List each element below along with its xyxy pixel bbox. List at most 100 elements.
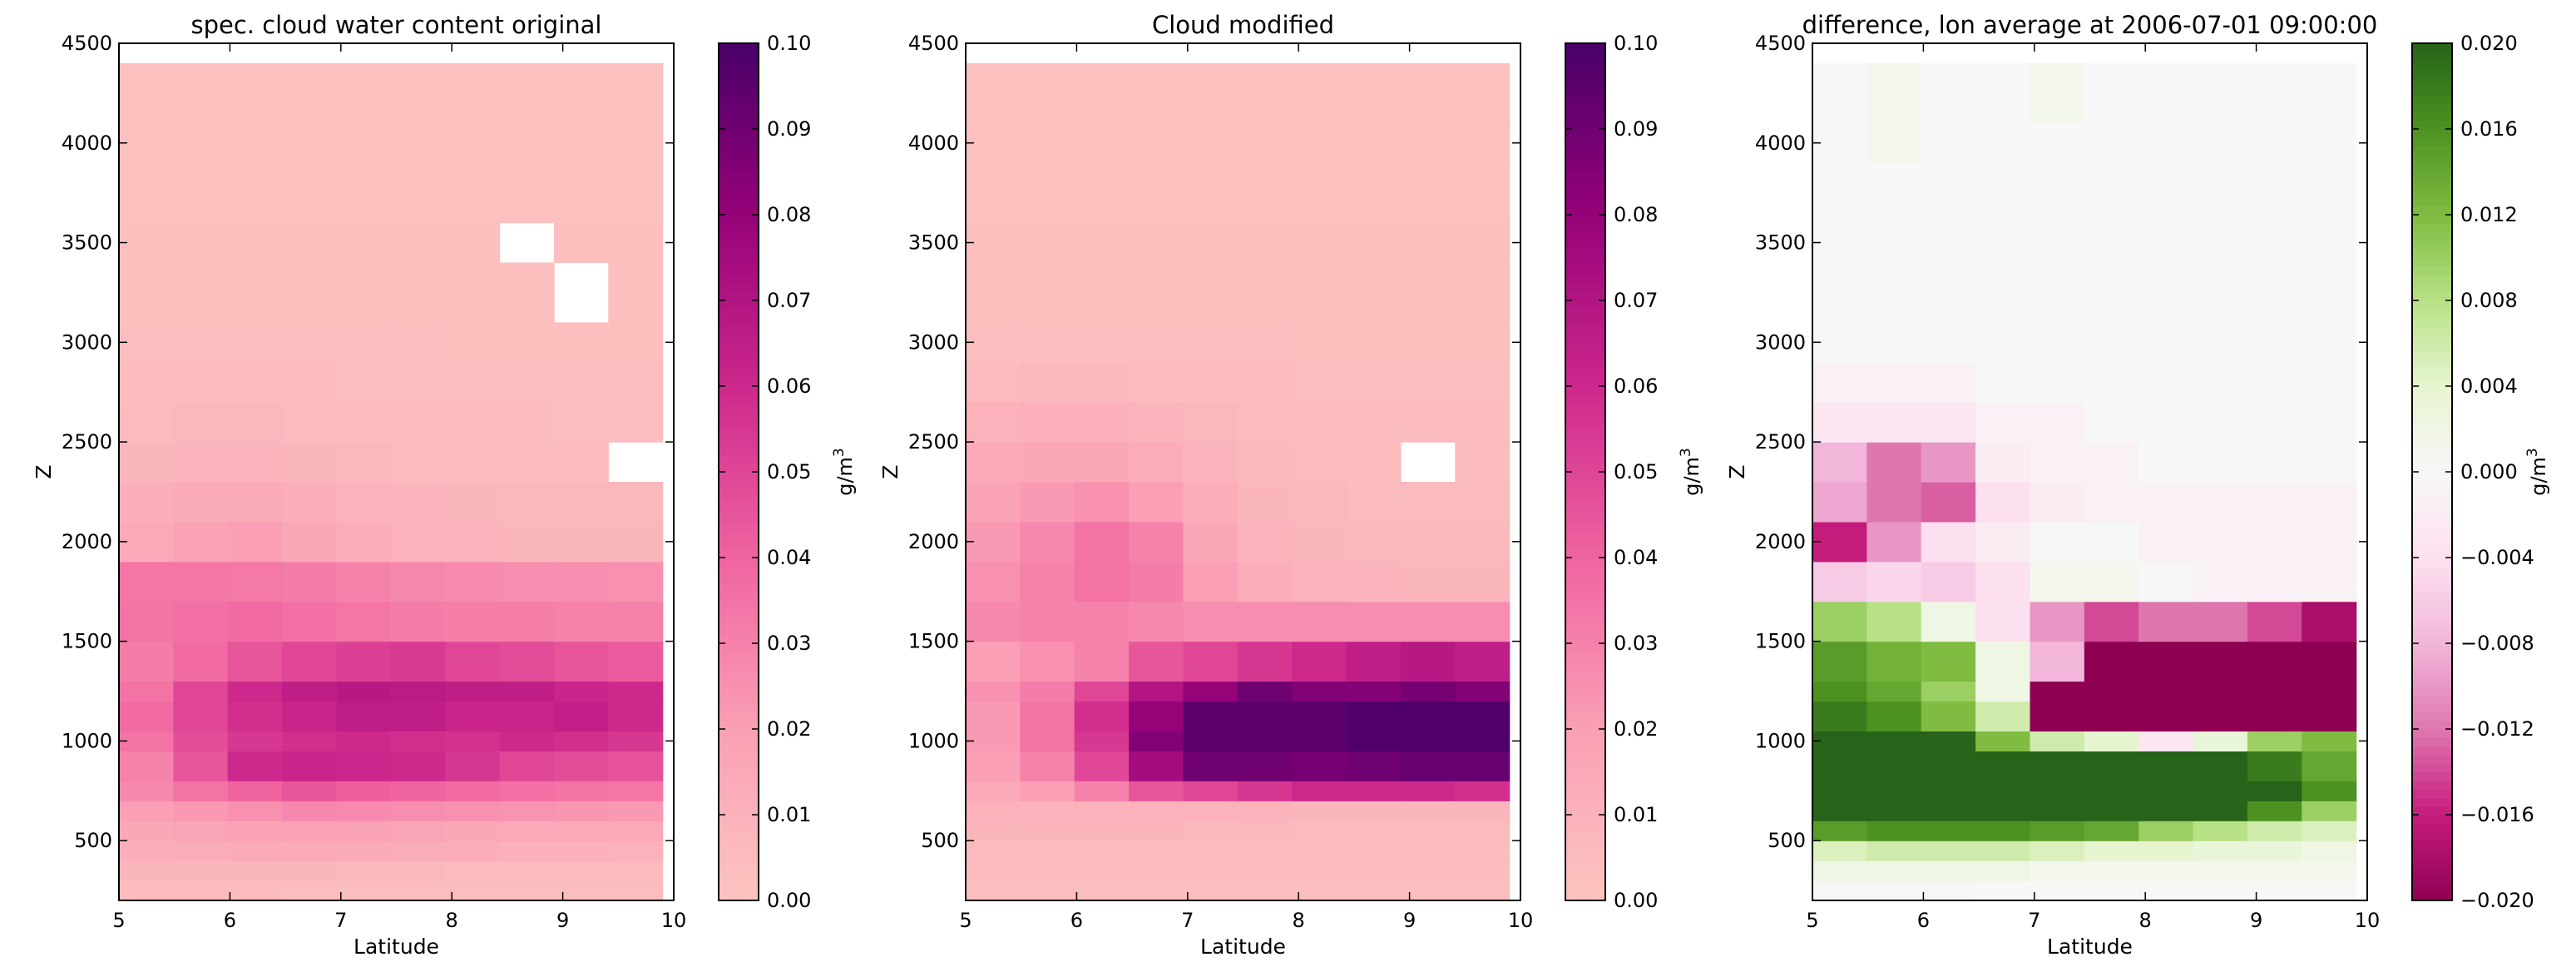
heatmap-cell xyxy=(1183,122,1239,164)
colorbar-segment xyxy=(1565,300,1605,310)
heatmap-cell xyxy=(390,262,446,323)
heatmap-cell xyxy=(173,751,229,781)
colorbar-segment xyxy=(1565,369,1605,379)
heatmap-cell xyxy=(227,521,283,563)
colorbar-segment xyxy=(719,617,759,627)
chart-title: difference, lon average at 2006-07-01 09… xyxy=(1802,11,2378,39)
heatmap-cell xyxy=(390,880,446,901)
colorbar-segment xyxy=(719,583,759,593)
heatmap-cell xyxy=(1975,122,2031,164)
heatmap-cell xyxy=(2247,601,2302,642)
heatmap-cell xyxy=(1074,322,1130,363)
colorbar-segment xyxy=(2412,849,2452,859)
y-tick-label: 1500 xyxy=(1755,630,1806,653)
colorbar-segment xyxy=(1565,275,1605,285)
heatmap-cell xyxy=(499,402,555,443)
heatmap-cell xyxy=(1129,521,1184,563)
heatmap-cell xyxy=(2302,821,2357,841)
heatmap-cell xyxy=(553,781,609,801)
heatmap-cell xyxy=(1020,681,1075,702)
heatmap-cell xyxy=(1812,681,1867,702)
y-tick-label: 4500 xyxy=(908,32,959,55)
heatmap-cell xyxy=(282,162,338,224)
colorbar-segment xyxy=(1565,112,1605,121)
heatmap-cell xyxy=(2193,641,2248,682)
heatmap-cell xyxy=(1975,63,2031,124)
heatmap-cell xyxy=(336,322,392,363)
heatmap-cell xyxy=(1975,880,2031,901)
colorbar-segment xyxy=(2412,506,2452,516)
colorbar-segment xyxy=(2412,377,2452,387)
heatmap-cell xyxy=(1975,841,2031,861)
heatmap-cell xyxy=(227,821,283,841)
heatmap-cell xyxy=(2193,681,2248,702)
heatmap-cell xyxy=(1129,860,1184,881)
heatmap-cell xyxy=(1237,482,1293,523)
heatmap-cell xyxy=(1400,731,1456,751)
heatmap-cell xyxy=(2138,681,2194,702)
heatmap-cell xyxy=(1020,322,1075,363)
heatmap-cell xyxy=(608,880,664,901)
heatmap-cell xyxy=(553,821,609,841)
heatmap-cell xyxy=(966,561,1021,602)
y-tick-label: 2000 xyxy=(908,530,959,553)
heatmap-cell xyxy=(2084,841,2139,861)
heatmap-cell xyxy=(390,801,446,821)
colorbar-segment xyxy=(1565,566,1605,576)
heatmap-cell xyxy=(2302,442,2357,483)
heatmap-cell xyxy=(2247,841,2302,861)
heatmap-cell xyxy=(1866,482,1922,523)
heatmap-cell xyxy=(1455,751,1510,781)
colorbar-tick-label: 0.016 xyxy=(2460,117,2518,141)
heatmap-cell xyxy=(445,880,501,901)
heatmap-cell xyxy=(1400,801,1456,821)
heatmap-cell xyxy=(1020,841,1075,861)
colorbar-segment xyxy=(719,797,759,807)
heatmap-cell xyxy=(2302,561,2357,602)
heatmap-cell xyxy=(1921,641,1976,682)
heatmap-cell xyxy=(390,860,446,881)
heatmap-cell xyxy=(2084,860,2139,881)
heatmap-cell xyxy=(1129,63,1184,124)
heatmap-cell xyxy=(119,731,174,751)
colorbar-segment xyxy=(2412,746,2452,756)
heatmap-cell xyxy=(282,601,338,642)
heatmap-cell xyxy=(2030,122,2085,164)
heatmap-cell xyxy=(445,860,501,881)
colorbar-segment xyxy=(719,454,759,464)
heatmap-cell xyxy=(2138,402,2194,443)
heatmap-cell xyxy=(1074,482,1130,523)
heatmap-cell xyxy=(1866,641,1922,682)
heatmap-cell xyxy=(119,781,174,801)
heatmap-cell xyxy=(119,681,174,702)
colorbar-segment xyxy=(719,488,759,498)
heatmap-cell xyxy=(1237,521,1293,563)
heatmap-cells xyxy=(1812,63,2357,901)
heatmap-cell xyxy=(390,601,446,642)
heatmap-cell xyxy=(1400,362,1456,403)
colorbar-segment xyxy=(2412,171,2452,181)
heatmap-cell xyxy=(1866,731,1922,751)
heatmap-cell xyxy=(553,362,609,403)
heatmap-cell xyxy=(608,751,664,781)
heatmap-cell xyxy=(2193,442,2248,483)
colorbar-segment xyxy=(719,163,759,173)
heatmap-cell xyxy=(1812,751,1867,781)
heatmap-cell xyxy=(336,701,392,731)
heatmap-cell xyxy=(2302,122,2357,164)
colorbar-segment xyxy=(2412,403,2452,413)
heatmap-cell xyxy=(2247,860,2302,881)
heatmap-cell xyxy=(1292,322,1347,363)
colorbar-segment xyxy=(719,668,759,678)
colorbar-segment xyxy=(719,275,759,285)
heatmap-cell xyxy=(608,63,664,124)
heatmap-cell xyxy=(553,521,609,563)
colorbar-segment xyxy=(719,566,759,576)
colorbar-segment xyxy=(2412,94,2452,104)
heatmap-cell xyxy=(499,561,555,602)
heatmap-cell xyxy=(2084,561,2139,602)
heatmap-cell xyxy=(119,841,174,861)
colorbar-segment xyxy=(719,420,759,430)
colorbar-segment xyxy=(1565,891,1605,901)
y-tick-label: 3000 xyxy=(908,330,959,354)
